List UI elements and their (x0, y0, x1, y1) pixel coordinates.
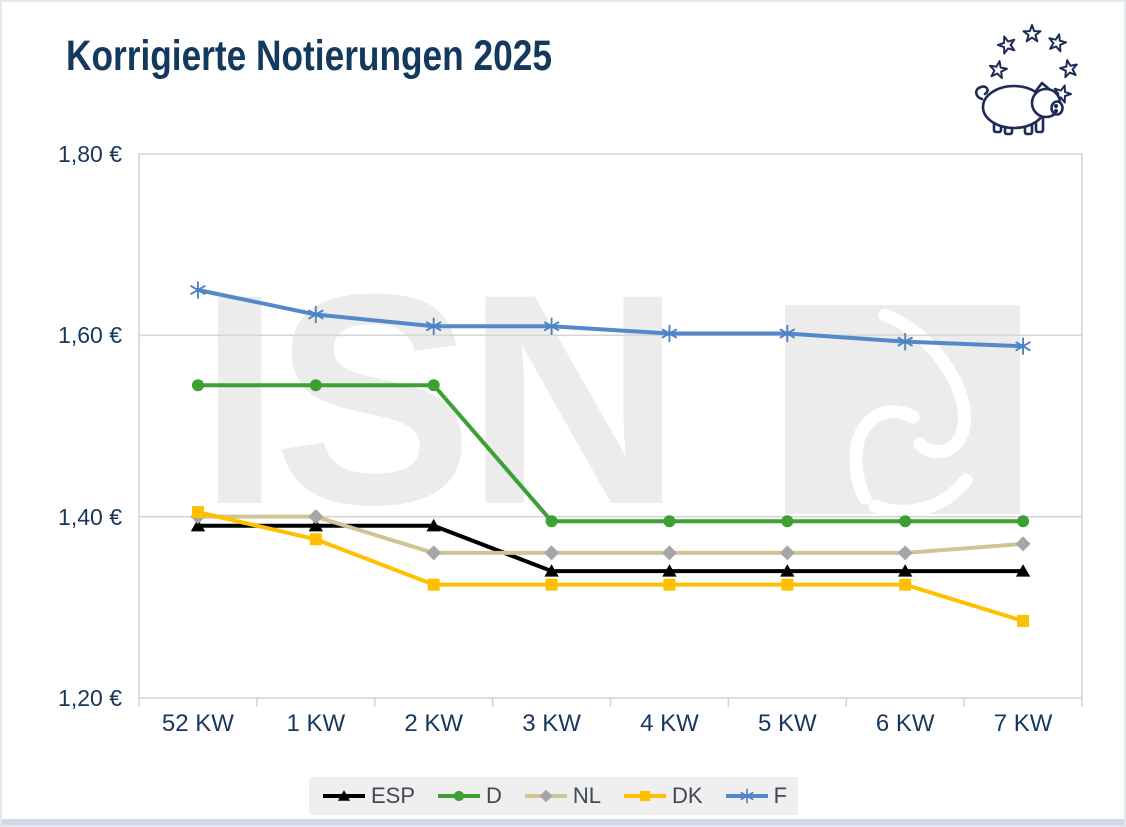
marker-asterisk (425, 317, 442, 335)
marker-triangle (426, 518, 441, 532)
marker-square (1017, 614, 1030, 627)
legend-item-NL: NL (522, 783, 601, 809)
marker-circle (781, 515, 794, 528)
legend-key-ESP (322, 790, 365, 801)
series-line-ESP (195, 523, 1026, 574)
pig-stars-logo (968, 10, 1092, 138)
window-bottom-edge (2, 819, 1124, 825)
marker-triangle (897, 564, 913, 577)
page-title: Korrigierte Notierungen 2025 (66, 32, 552, 80)
marker-diamond (1015, 536, 1031, 552)
marker-square (663, 578, 676, 591)
legend-label: D (486, 783, 502, 808)
marker-asterisk (779, 324, 796, 343)
x-tick-label: 52 KW (161, 710, 234, 737)
legend-label: ESP (370, 783, 415, 808)
plot-border (138, 153, 1083, 699)
marker-asterisk (897, 333, 914, 351)
marker-square (545, 578, 558, 591)
y-tick-label: 1,20 € (58, 685, 122, 711)
marker-square (781, 578, 794, 591)
legend-key-F (725, 788, 768, 804)
marker-square (899, 578, 912, 591)
marker-circle (427, 379, 440, 392)
marker-triangle (190, 518, 206, 532)
pig-with-eu-stars-icon (974, 24, 1080, 136)
marker-circle (663, 515, 676, 528)
marker-diamond (544, 545, 560, 561)
series-line-F (195, 288, 1026, 349)
marker-diamond (897, 545, 913, 561)
legend-item-D: D (435, 783, 502, 809)
x-tick-label: 7 KW (993, 710, 1053, 737)
marker-asterisk (307, 305, 324, 324)
x-tick-label: 1 KW (286, 710, 346, 737)
marker-triangle (308, 518, 324, 532)
marker-triangle (544, 564, 559, 577)
legend-item-ESP: ESP (320, 783, 415, 809)
series-line-NL (195, 514, 1026, 555)
marker-circle (899, 515, 912, 528)
x-tick-label: 2 KW (404, 710, 464, 737)
marker-circle (1017, 515, 1030, 528)
legend-label: F (773, 783, 788, 808)
marker-circle (191, 379, 204, 392)
marker-diamond (539, 789, 553, 803)
x-tick-label: 5 KW (757, 710, 817, 737)
marker-triangle (1015, 564, 1031, 577)
legend-key-NL (524, 789, 567, 803)
legend-item-F: F (723, 783, 787, 809)
marker-diamond (426, 545, 442, 561)
marker-square (191, 506, 204, 519)
legend-label: DK (672, 783, 703, 808)
legend-key-D (438, 790, 480, 802)
marker-square (427, 578, 440, 591)
y-tick-label: 1,80 € (58, 141, 122, 167)
marker-diamond (779, 545, 795, 561)
marker-diamond (308, 509, 324, 525)
marker-asterisk (190, 281, 206, 299)
marker-triangle (337, 790, 351, 801)
marker-asterisk (1015, 337, 1031, 355)
marker-circle (309, 379, 322, 392)
legend-key-DK (624, 790, 667, 802)
marker-asterisk (661, 324, 678, 343)
marker-diamond (661, 545, 677, 561)
x-tick-label: 6 KW (875, 710, 935, 737)
marker-square (639, 790, 651, 802)
watermark-isn-text: ISN (198, 231, 682, 567)
marker-asterisk (739, 788, 754, 804)
x-tick-label: 3 KW (522, 710, 581, 737)
chart-legend: ESP D NL DK F (309, 777, 798, 815)
pig-icon (974, 81, 1064, 136)
marker-square (309, 533, 322, 546)
marker-circle (545, 515, 558, 528)
marker-triangle (780, 564, 795, 577)
y-tick-label: 1,60 € (58, 322, 122, 349)
legend-item-DK: DK (621, 783, 703, 809)
series-line-D (195, 383, 1026, 524)
x-tick-label: 4 KW (640, 710, 699, 737)
y-tick-label: 1,40 € (58, 503, 122, 530)
marker-asterisk (543, 317, 560, 335)
marker-triangle (662, 564, 677, 577)
legend-label: NL (572, 783, 602, 808)
series-line-DK (195, 510, 1026, 623)
marker-circle (453, 790, 465, 802)
